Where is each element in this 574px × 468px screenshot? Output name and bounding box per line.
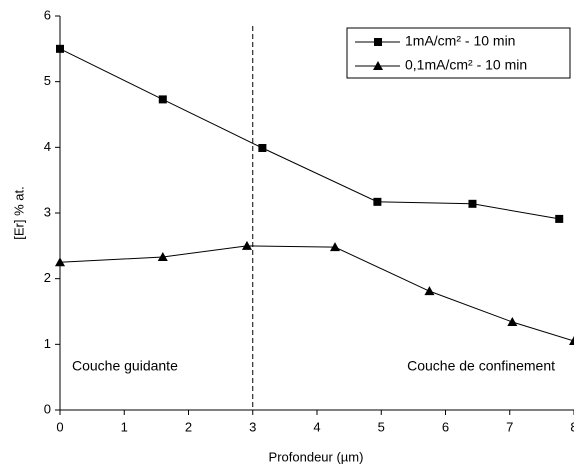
legend	[346, 27, 571, 79]
x-axis-label: Profondeur (µm)	[269, 449, 364, 464]
x-tick-label: 2	[185, 419, 192, 434]
marker	[329, 242, 340, 252]
x-tick-label: 7	[506, 419, 513, 434]
x-tick-label: 1	[121, 419, 128, 434]
x-tick-label: 6	[442, 419, 449, 434]
y-tick-label: 1	[44, 336, 51, 351]
marker	[569, 336, 574, 346]
marker	[56, 44, 64, 53]
legend-marker	[374, 38, 382, 46]
y-tick-label: 6	[44, 7, 51, 22]
x-tick-label: 8	[570, 419, 574, 434]
marker	[373, 197, 382, 206]
series-line	[59, 245, 574, 342]
marker	[555, 214, 564, 223]
marker	[55, 257, 65, 267]
annotation: Couche guidante	[72, 358, 178, 374]
y-tick-label: 5	[44, 73, 51, 88]
marker	[507, 317, 518, 327]
y-tick-label: 3	[44, 204, 51, 219]
x-tick-label: 5	[378, 419, 385, 434]
annotation: Couche de confinement	[407, 358, 555, 374]
legend-label: 1mA/cm² - 10 min	[405, 33, 515, 49]
marker	[158, 95, 167, 104]
marker	[468, 199, 477, 208]
marker	[258, 143, 267, 152]
series-line	[59, 48, 560, 220]
x-tick-label: 0	[56, 419, 63, 434]
x-tick-label: 3	[249, 419, 256, 434]
y-tick-label: 2	[44, 270, 51, 285]
y-tick-label: 4	[44, 139, 51, 154]
legend-label: 0,1mA/cm² - 10 min	[405, 57, 527, 73]
legend-marker	[373, 61, 383, 70]
marker	[424, 286, 435, 296]
marker	[157, 251, 168, 261]
y-tick-label: 0	[44, 401, 51, 416]
y-axis-label: [Er] % at.	[11, 186, 26, 239]
x-tick-label: 4	[313, 419, 320, 434]
marker	[241, 240, 252, 250]
